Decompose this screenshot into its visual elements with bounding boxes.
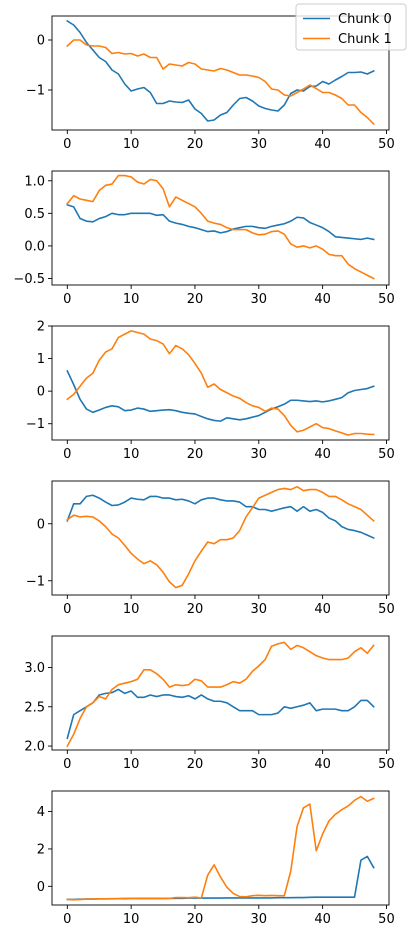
- x-tick-label: 0: [63, 912, 71, 927]
- axes-frame: [52, 636, 389, 750]
- axes-frame: [52, 791, 389, 905]
- x-tick-label: 40: [314, 757, 331, 772]
- x-tick-label: 0: [63, 137, 71, 152]
- x-tick-label: 30: [251, 912, 268, 927]
- y-tick-label: 0: [37, 34, 45, 49]
- series-line-chunk-1: [67, 797, 373, 900]
- x-tick-label: 40: [314, 292, 331, 307]
- subplot-2: 0 10 20 30 40 50 −0.5 0.0 0.5 1.0: [13, 171, 394, 307]
- x-tick-label: 50: [378, 292, 395, 307]
- x-tick-label: 50: [378, 137, 395, 152]
- subplot-3: 0 10 20 30 40 50 −1 0 1 2: [26, 320, 395, 463]
- series-line-chunk-0: [67, 689, 373, 738]
- x-tick-label: 20: [187, 447, 204, 462]
- legend-label-chunk-0: Chunk 0: [338, 12, 392, 27]
- x-tick-label: 20: [187, 292, 204, 307]
- x-tick-label: 0: [63, 757, 71, 772]
- subplot-4: 0 10 20 30 40 50 −1 0: [26, 481, 395, 617]
- x-tick-label: 30: [251, 292, 268, 307]
- x-tick-label: 0: [63, 292, 71, 307]
- x-tick-label: 50: [378, 912, 395, 927]
- subplots: 0 10 20 30 40 50−100 10 20 30 40 50−0.50.00.51.00 1…: [13, 16, 394, 927]
- y-tick-label: 0: [37, 517, 45, 532]
- series-line-chunk-0: [67, 371, 373, 421]
- series-line-chunk-1: [67, 40, 373, 124]
- x-tick-label: 20: [187, 912, 204, 927]
- x-tick-label: 50: [378, 757, 395, 772]
- x-tick-label: 20: [187, 602, 204, 617]
- y-tick-label: 0.5: [24, 207, 45, 222]
- x-tick-label: 30: [251, 757, 268, 772]
- x-tick-label: 30: [251, 447, 268, 462]
- series-line-chunk-1: [67, 331, 373, 435]
- legend-label-chunk-1: Chunk 1: [338, 32, 392, 47]
- x-tick-label: 0: [63, 602, 71, 617]
- y-tick-label: −1: [26, 417, 45, 432]
- y-tick-label: 4: [37, 805, 45, 820]
- x-tick-label: 10: [123, 602, 140, 617]
- x-tick-label: 20: [187, 757, 204, 772]
- y-tick-label: 0: [37, 880, 45, 895]
- y-tick-label: 1.0: [24, 174, 45, 189]
- series-line-chunk-1: [67, 642, 373, 746]
- x-tick-label: 10: [123, 137, 140, 152]
- x-tick-label: 10: [123, 912, 140, 927]
- x-tick-label: 30: [251, 137, 268, 152]
- subplot-5: 0 10 20 30 40 50 2.0 2.5 3.0: [24, 636, 394, 772]
- x-tick-label: 10: [123, 292, 140, 307]
- x-tick-label: 40: [314, 137, 331, 152]
- y-tick-label: −0.5: [13, 272, 45, 287]
- y-tick-label: 1: [37, 352, 45, 367]
- x-tick-label: 0: [63, 447, 71, 462]
- legend: Chunk 0 Chunk 1: [296, 4, 406, 50]
- x-tick-label: 10: [123, 447, 140, 462]
- y-tick-label: 2.5: [24, 700, 45, 715]
- series-line-chunk-1: [67, 487, 373, 588]
- y-tick-label: 3.0: [24, 661, 45, 676]
- x-tick-label: 50: [378, 602, 395, 617]
- x-tick-label: 40: [314, 912, 331, 927]
- x-tick-label: 30: [251, 602, 268, 617]
- subplot-6: 0 10 20 30 40 50 0 2 4: [37, 791, 395, 927]
- x-tick-label: 10: [123, 757, 140, 772]
- y-tick-label: 0.0: [24, 239, 45, 254]
- y-tick-label: 2: [37, 842, 45, 857]
- y-tick-label: 0: [37, 385, 45, 400]
- y-tick-label: −1: [26, 84, 45, 99]
- series-line-chunk-0: [67, 205, 373, 240]
- series-line-chunk-0: [67, 495, 373, 538]
- y-tick-label: −1: [26, 574, 45, 589]
- x-tick-label: 40: [314, 602, 331, 617]
- axes-frame: [52, 326, 389, 440]
- series-line-chunk-1: [67, 176, 373, 279]
- y-tick-label: 2: [37, 320, 45, 335]
- x-tick-label: 20: [187, 137, 204, 152]
- x-tick-label: 40: [314, 447, 331, 462]
- y-tick-label: 2.0: [24, 740, 45, 755]
- x-tick-label: 50: [378, 447, 395, 462]
